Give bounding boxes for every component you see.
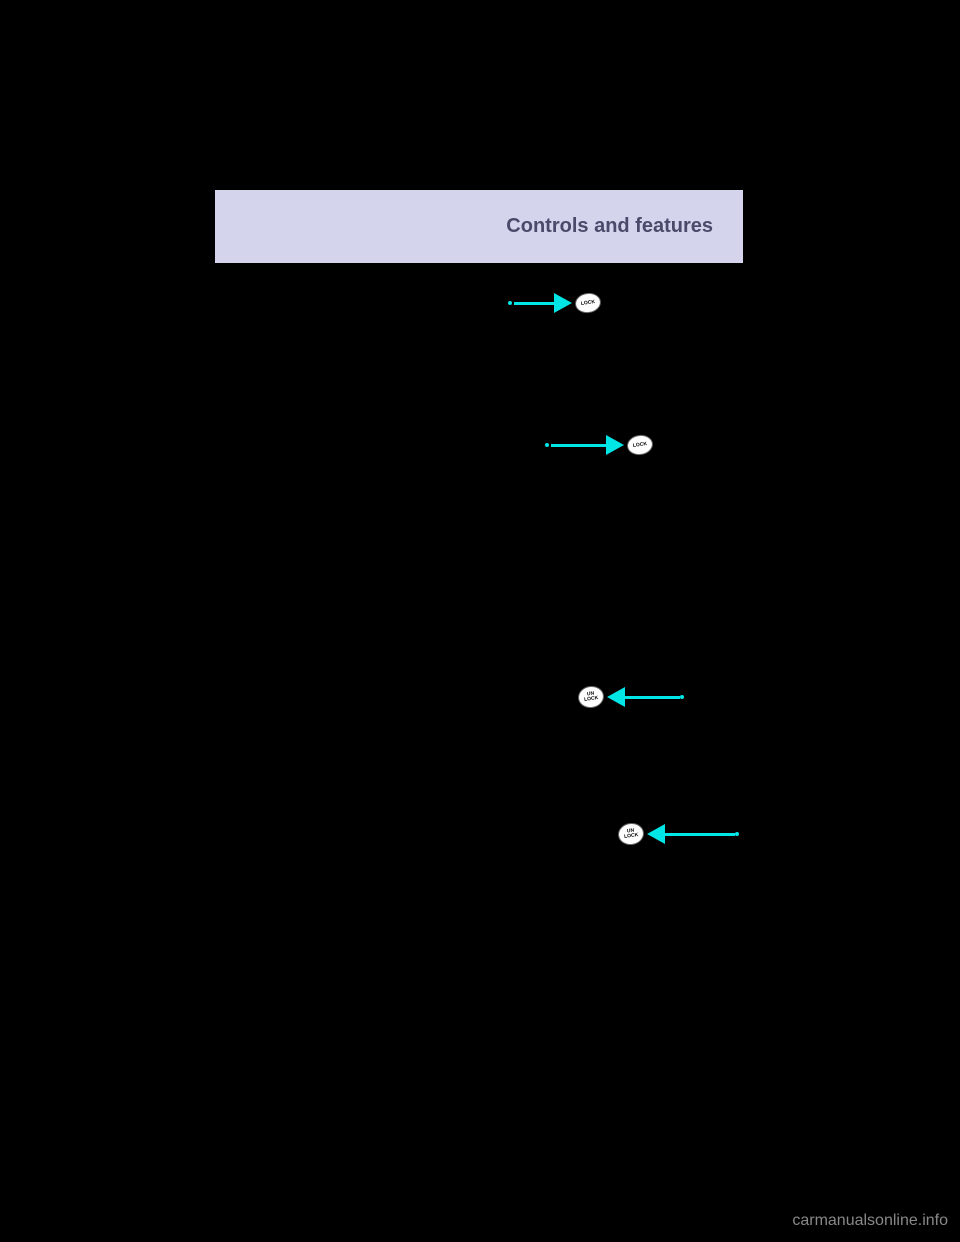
arrow-left-icon [607,687,680,707]
button-label-line2: LOCK [624,833,639,840]
section-header: Controls and features [215,190,743,263]
unlock-instruction-2: UN LOCK [615,823,741,845]
arrow-origin-dot [735,832,739,836]
button-label: LOCK [581,300,596,307]
arrow-origin-dot [508,301,512,305]
lock-instruction-2: LOCK [545,435,656,455]
unlock-button-icon: UN LOCK [577,684,606,709]
lock-button-icon: LOCK [574,291,603,314]
lock-button-icon: LOCK [626,433,655,456]
watermark-text: carmanualsonline.info [792,1212,948,1230]
arrow-origin-dot [680,695,684,699]
arrow-right-icon [514,293,572,313]
content-area: LOCK LOCK UN LOCK [215,263,743,1053]
lock-instruction-1: LOCK [508,293,604,313]
button-label-line2: LOCK [584,696,599,703]
arrow-right-icon [551,435,624,455]
button-label: LOCK [633,442,648,449]
unlock-instruction-1: UN LOCK [575,686,686,708]
unlock-button-icon: UN LOCK [617,821,646,846]
manual-page: Controls and features LOCK LOCK [215,190,743,1060]
arrow-origin-dot [545,443,549,447]
section-title: Controls and features [506,215,713,238]
arrow-left-icon [647,824,735,844]
